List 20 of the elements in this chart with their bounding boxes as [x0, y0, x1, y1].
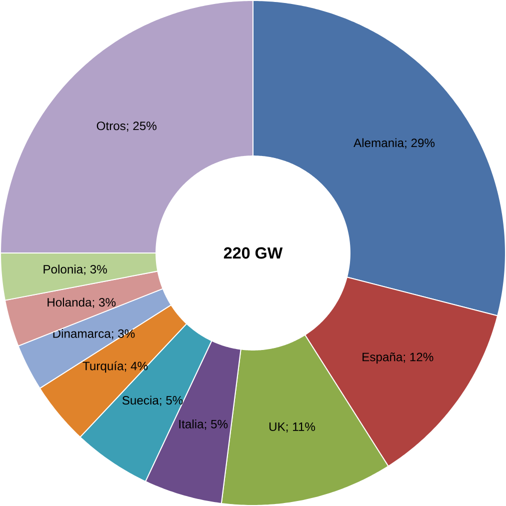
- data-label: ; 3%: [84, 264, 107, 275]
- slice-label: Holanda: [48, 298, 92, 307]
- data-label: ; 5%: [160, 396, 183, 406]
- slice-label: Dinamarca: [53, 329, 111, 338]
- slice-label: Otros: [96, 122, 126, 130]
- slice-label: España: [362, 352, 403, 364]
- text: 220 GW: [224, 247, 283, 259]
- data-label: ; 3%: [92, 298, 116, 308]
- data-label: ; 11%: [286, 422, 316, 432]
- slice-label: Italia: [179, 420, 204, 428]
- data-label: ; 25%: [127, 122, 156, 132]
- data-label: ; 12%: [404, 352, 434, 363]
- slice-label: Suecia: [122, 396, 159, 405]
- data-label: ; 5%: [204, 420, 228, 430]
- slice-label: UK: [269, 422, 286, 432]
- slice-label: Alemania: [354, 138, 404, 148]
- slice-label: Polonia: [44, 264, 84, 274]
- data-label: ; 29%: [405, 138, 435, 149]
- slice-label: Turquía: [82, 361, 124, 373]
- data-label: ; 4%: [124, 362, 148, 372]
